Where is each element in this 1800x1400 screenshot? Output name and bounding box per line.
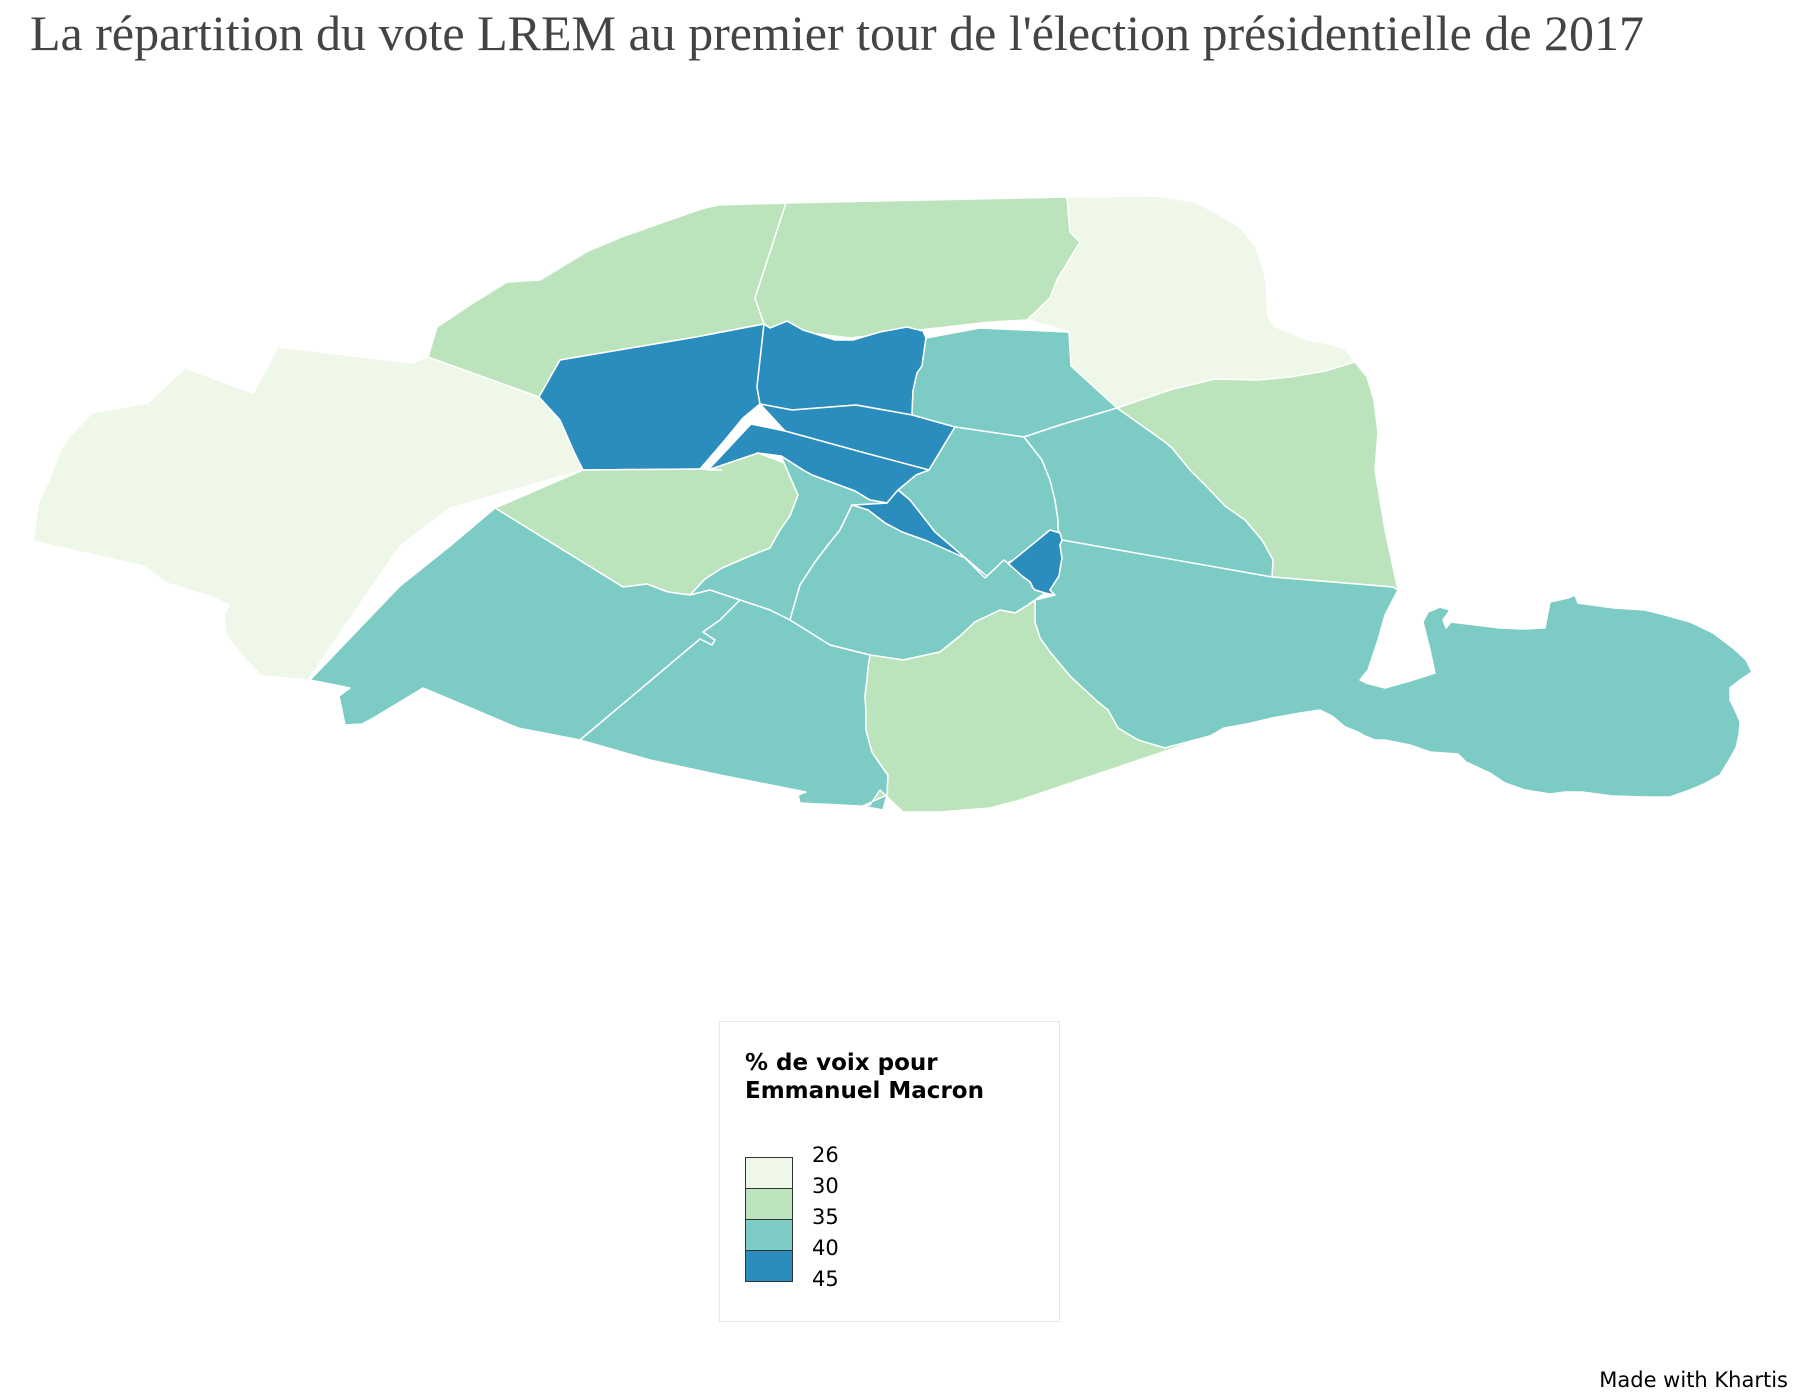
legend-title-line2: Emmanuel Macron (745, 1078, 984, 1104)
legend-title: % de voix pour Emmanuel Macron (745, 1049, 1045, 1105)
legend-swatch-26-30 (745, 1157, 793, 1189)
legend-tick-26: 26 (812, 1143, 839, 1167)
legend-swatch-35-40 (745, 1219, 793, 1251)
legend-tick-45: 45 (812, 1267, 839, 1291)
legend-tick-40: 40 (812, 1236, 839, 1260)
legend: % de voix pour Emmanuel Macron 26 30 35 … (719, 1021, 1060, 1322)
legend-swatch-40-45 (745, 1250, 793, 1282)
arrondissement-13[interactable] (857, 599, 1211, 813)
legend-title-line1: % de voix pour (745, 1050, 938, 1076)
credit-text: Made with Khartis (1599, 1368, 1788, 1392)
legend-swatch-30-35 (745, 1188, 793, 1220)
arrondissement-11[interactable] (1023, 407, 1274, 578)
map-title: La répartition du vote LREM au premier t… (30, 5, 1645, 61)
arrondissement-8[interactable] (538, 323, 765, 471)
legend-tick-35: 35 (812, 1205, 839, 1229)
legend-tick-30: 30 (812, 1174, 839, 1198)
